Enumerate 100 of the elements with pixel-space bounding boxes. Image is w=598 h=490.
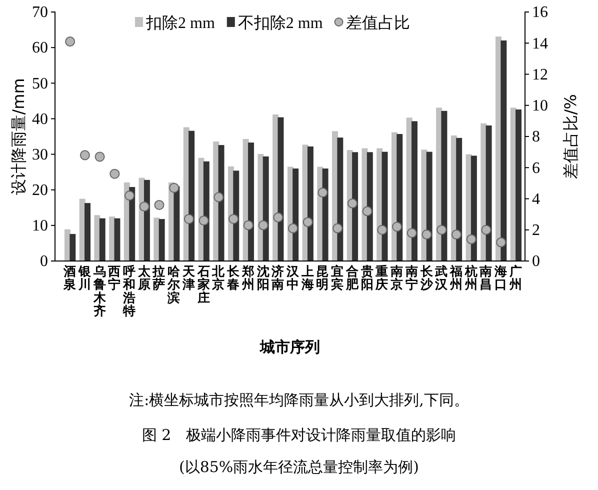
y-tick-label: 70 (32, 4, 48, 22)
y-tick-label: 0 (40, 253, 48, 270)
y-tick-label: 20 (32, 182, 48, 199)
point (198, 216, 209, 226)
x-tick-label: 上海 (300, 264, 314, 292)
text: (以85%雨水年径流总量控制率为例) (178, 458, 420, 476)
x-tick-label: 酒泉 (62, 264, 77, 292)
point (273, 212, 284, 222)
x-tick-label: 呼和浩特 (122, 264, 136, 318)
bar (262, 156, 269, 261)
legend-label: 扣除2 mm (145, 15, 216, 32)
point (169, 182, 180, 193)
x-tick-label: 海口 (494, 264, 508, 292)
x-tick-label: 长春 (226, 264, 242, 292)
point (228, 214, 239, 224)
x-tick-label: 汉中 (286, 264, 300, 292)
point (451, 230, 462, 240)
point (124, 190, 135, 201)
x-axis-title: 城市序列 (259, 338, 320, 356)
point (139, 202, 150, 212)
y-tick-label: 40 (32, 110, 48, 128)
x-tick-label: 哈尔滨 (166, 264, 182, 305)
point (288, 223, 298, 234)
bar (278, 117, 284, 261)
bar (426, 152, 432, 261)
x-tick-label: 郑州 (240, 264, 255, 292)
x-tick-label: 济南 (270, 264, 285, 292)
bar (322, 168, 328, 261)
point (406, 228, 417, 238)
legend-label: 不扣除2 mm (238, 15, 324, 32)
x-tick-label: 杭州 (464, 264, 478, 292)
bar (203, 161, 210, 261)
x-tick-label: 石家庄 (196, 264, 210, 305)
bar (486, 125, 492, 261)
y2-axis-title: 差值占比/% (561, 94, 580, 179)
point (80, 150, 90, 160)
y-tick-label: 30 (32, 146, 48, 164)
y2-tick-label: 10 (532, 97, 548, 114)
x-tick-label: 福州 (448, 264, 463, 292)
point (65, 36, 76, 47)
x-tick-label: 拉萨 (152, 264, 166, 292)
bar (516, 109, 522, 261)
bar (188, 130, 195, 261)
bar (500, 40, 507, 261)
y-tick-label: 60 (32, 40, 48, 57)
x-tick-label: 太原 (136, 264, 152, 292)
x-tick-label: 南京 (390, 264, 404, 292)
bar (441, 110, 448, 261)
bar (248, 142, 254, 261)
point (347, 198, 358, 208)
y-tick-label: 50 (32, 75, 48, 92)
bar (144, 180, 150, 261)
bar (456, 138, 462, 261)
y2-tick-label: 4 (532, 190, 540, 208)
point (214, 192, 224, 202)
bar (470, 156, 477, 261)
point (377, 224, 388, 235)
point (481, 224, 492, 235)
text: 注:横坐标城市按照年均降雨量从小到大排列,下同。 (129, 391, 469, 409)
y2-tick-label: 2 (532, 222, 540, 239)
y-axis-title: 设计降雨量/mm (9, 78, 28, 195)
point (332, 223, 343, 234)
bar (84, 203, 90, 261)
y2-tick-label: 12 (532, 66, 548, 84)
y-tick-label: 10 (32, 218, 48, 235)
bar (158, 219, 165, 261)
point (436, 224, 447, 235)
bar (412, 121, 418, 261)
bar (109, 216, 116, 261)
point (466, 234, 476, 244)
y2-tick-label: 6 (532, 160, 540, 177)
bar (352, 152, 358, 261)
legend-label: 差值占比 (346, 14, 410, 32)
bar (307, 146, 314, 261)
x-tick-label: 武汉 (434, 264, 450, 292)
x-tick-label: 贵阳 (360, 264, 374, 292)
x-tick-label: 乌鲁木齐 (92, 264, 108, 318)
x-tick-label: 昆明 (316, 264, 330, 292)
bar (218, 145, 224, 261)
bar (366, 152, 373, 261)
bar (233, 170, 240, 261)
point (392, 222, 402, 232)
bar (129, 187, 136, 261)
x-tick-label: 长沙 (419, 264, 434, 292)
bar (94, 215, 100, 261)
point (302, 217, 313, 228)
point (94, 152, 105, 162)
y2-tick-label: 16 (532, 4, 548, 22)
point (318, 188, 328, 198)
y2-tick-label: 8 (532, 128, 540, 146)
x-tick-label: 沈阳 (256, 264, 270, 292)
bar (70, 234, 76, 261)
x-tick-label: 南宁 (404, 264, 418, 292)
bar (99, 218, 106, 261)
x-tick-label: 天津 (181, 264, 196, 292)
point (184, 214, 194, 224)
x-tick-label: 银川 (77, 264, 92, 292)
bar (337, 138, 344, 261)
x-tick-label: 宜宾 (330, 264, 344, 292)
point (110, 168, 120, 179)
